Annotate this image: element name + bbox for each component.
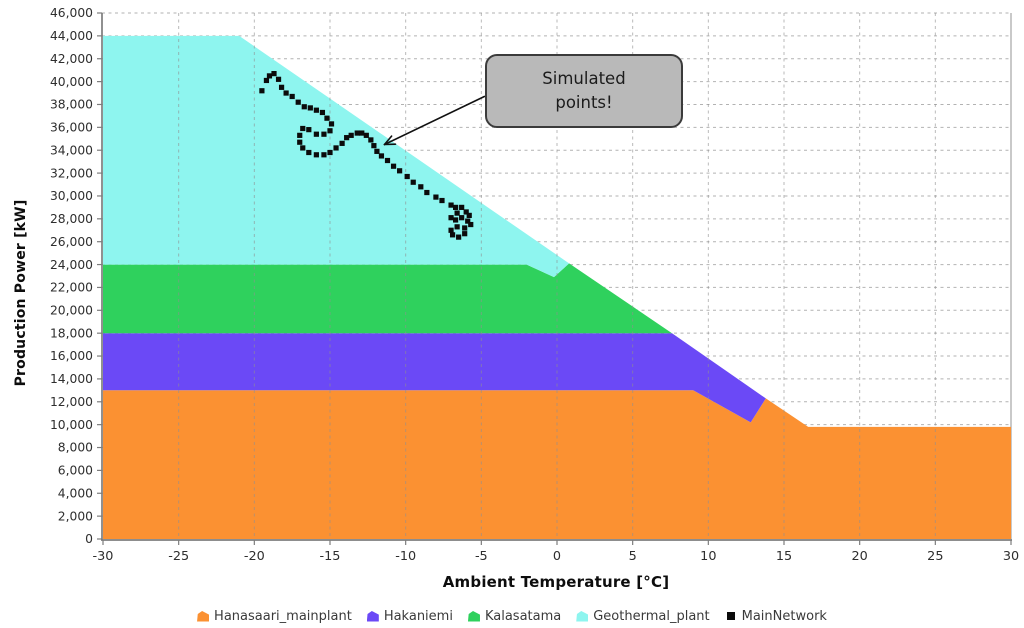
y-tick-label: 26,000 xyxy=(50,235,93,249)
y-tick-label: 2,000 xyxy=(58,509,93,523)
y-tick-label: 18,000 xyxy=(50,326,93,340)
y-tick-label: 38,000 xyxy=(50,98,93,112)
x-tick-labels: -30 -25 -20 -15 -10 -5 0 5 10 15 20 25 30 xyxy=(93,549,1020,564)
y-tick-label: 12,000 xyxy=(50,395,93,409)
x-tick-label: 20 xyxy=(852,549,868,564)
y-tick-label: 44,000 xyxy=(50,29,93,43)
annotation-simulated-points: Simulated points! xyxy=(485,54,683,128)
y-tick-label: 10,000 xyxy=(50,418,93,432)
area-marker-icon xyxy=(197,610,210,622)
y-tick-label: 24,000 xyxy=(50,258,93,272)
x-tick-label: -30 xyxy=(93,549,114,564)
y-tick-label: 36,000 xyxy=(50,121,93,135)
area-hakaniemi xyxy=(103,333,766,423)
y-tick-label: 20,000 xyxy=(50,304,93,318)
legend-label: Kalasatama xyxy=(484,608,562,624)
x-tick-label: -15 xyxy=(320,549,341,564)
x-tick-label: 10 xyxy=(700,549,716,564)
legend: Hanasaari_mainplant Hakaniemi Kalasatama… xyxy=(0,604,1024,628)
legend-item-geothermal-plant[interactable]: Geothermal_plant xyxy=(576,608,710,624)
x-tick-label: -5 xyxy=(475,549,488,564)
legend-label: Hanasaari_mainplant xyxy=(214,608,352,624)
y-tick-label: 0 xyxy=(85,532,93,546)
v-gridlines xyxy=(178,13,936,539)
y-tick-label: 30,000 xyxy=(50,189,93,203)
tick-marks xyxy=(97,12,1012,545)
y-tick-label: 28,000 xyxy=(50,212,93,226)
legend-label: Hakaniemi xyxy=(383,608,453,624)
y-tick-label: 4,000 xyxy=(58,486,93,500)
area-marker-icon xyxy=(366,610,379,622)
legend-item-hanasaari-mainplant[interactable]: Hanasaari_mainplant xyxy=(197,609,352,624)
y-tick-label: 34,000 xyxy=(50,143,93,157)
legend-item-kalasatama[interactable]: Kalasatama xyxy=(467,608,562,624)
y-tick-label: 8,000 xyxy=(58,441,93,455)
y-tick-label: 32,000 xyxy=(50,166,93,180)
x-tick-label: 5 xyxy=(629,549,637,564)
area-kalasatama xyxy=(103,263,672,334)
y-tick-label: 22,000 xyxy=(50,281,93,295)
x-tick-label: -10 xyxy=(395,549,416,564)
x-tick-label: 25 xyxy=(927,549,943,564)
legend-label: MainNetwork xyxy=(741,608,827,624)
y-axis-title: Production Power [kW] xyxy=(13,199,29,387)
y-tick-label: 46,000 xyxy=(50,6,93,20)
x-axis-title: Ambient Temperature [°C] xyxy=(442,573,670,591)
scatter-mainnetwork xyxy=(259,71,474,240)
x-tick-label: -20 xyxy=(244,549,265,564)
annotation-arrow xyxy=(383,95,486,146)
x-tick-label: 30 xyxy=(1003,549,1019,564)
y-tick-label: 42,000 xyxy=(50,52,93,66)
y-tick-label: 40,000 xyxy=(50,75,93,89)
annotation-text: Simulated points! xyxy=(542,69,626,112)
y-tick-label: 6,000 xyxy=(58,464,93,478)
area-hanasaari_mainplant xyxy=(103,390,1011,539)
area-marker-icon xyxy=(576,610,589,622)
x-tick-label: -25 xyxy=(168,549,189,564)
y-tick-labels: 0 2,000 4,000 6,000 8,000 10,000 12,000 14,000 1… xyxy=(50,6,93,546)
x-tick-label: 15 xyxy=(776,549,792,564)
legend-label: Geothermal_plant xyxy=(593,608,710,624)
legend-item-hakaniemi[interactable]: Hakaniemi xyxy=(366,608,453,624)
legend-item-mainnetwork[interactable]: MainNetwork xyxy=(725,609,827,624)
y-tick-label: 14,000 xyxy=(50,372,93,386)
y-tick-label: 16,000 xyxy=(50,349,93,363)
area-marker-icon xyxy=(467,610,480,622)
square-marker-icon xyxy=(726,612,735,620)
x-tick-label: 0 xyxy=(553,549,561,564)
